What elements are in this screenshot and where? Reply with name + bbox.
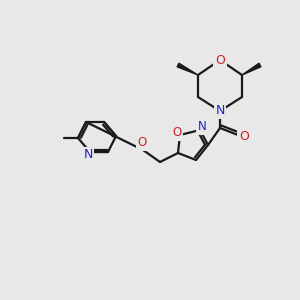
Text: O: O [172, 127, 182, 140]
Polygon shape [177, 63, 198, 75]
Text: N: N [198, 121, 206, 134]
Text: N: N [215, 104, 225, 118]
Polygon shape [242, 63, 261, 75]
Text: O: O [137, 136, 147, 149]
Text: O: O [239, 130, 249, 142]
Text: O: O [215, 53, 225, 67]
Text: N: N [83, 148, 93, 161]
